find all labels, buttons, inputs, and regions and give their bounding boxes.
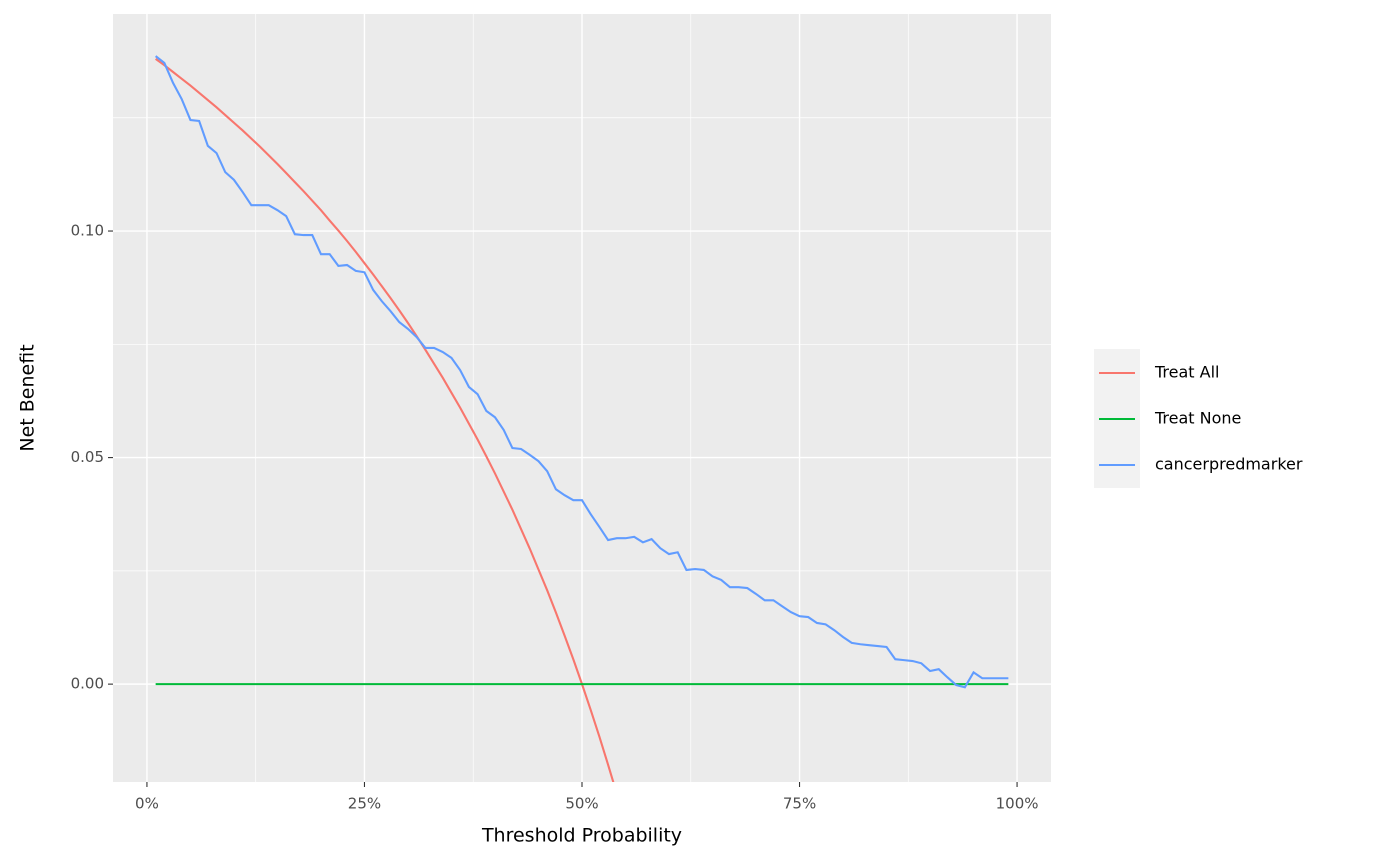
x-tick-label: 100% [996,795,1039,813]
series-line [155,58,615,782]
axes: 0.00 0.05 0.10 0% 25% 50% 75% 100% [71,222,1039,813]
x-tick-label: 75% [783,795,816,813]
x-axis-title: Threshold Probability [481,825,682,847]
y-tick-label: 0.05 [71,448,104,466]
x-tick-label: 50% [565,795,598,813]
legend-label: Treat None [1154,409,1241,428]
x-tick-label: 25% [348,795,381,813]
legend-label: Treat All [1154,363,1220,382]
legend-label: cancerpredmarker [1155,455,1303,474]
x-tick-label: 0% [135,795,159,813]
lines [154,55,1009,782]
series-line [154,55,1009,689]
y-axis-title: Net Benefit [17,344,39,451]
y-tick-label: 0.10 [71,222,104,240]
legend: Treat All Treat None cancerpredmarker [1094,349,1303,488]
y-tick-label: 0.00 [71,675,104,693]
